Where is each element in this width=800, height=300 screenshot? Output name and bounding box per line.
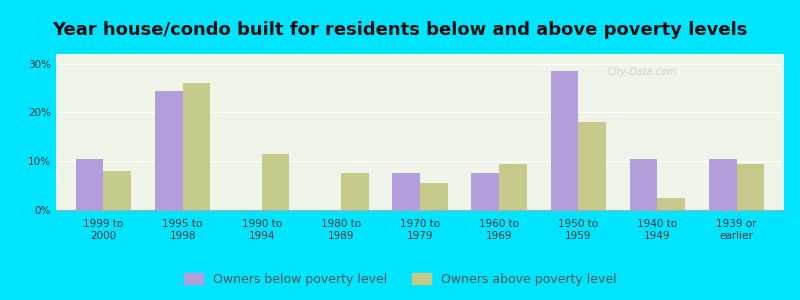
Bar	[630, 159, 658, 210]
Legend: Owners below poverty level, Owners above poverty level: Owners below poverty level, Owners above…	[179, 268, 621, 291]
Bar	[550, 71, 578, 210]
Bar	[420, 183, 448, 210]
Bar	[341, 173, 369, 210]
Bar	[262, 154, 290, 210]
Text: Year house/condo built for residents below and above poverty levels: Year house/condo built for residents bel…	[52, 21, 748, 39]
Bar	[737, 164, 764, 210]
Bar	[182, 83, 210, 210]
Bar	[392, 173, 420, 210]
Bar	[76, 159, 103, 210]
Bar	[578, 122, 606, 210]
Bar	[499, 164, 527, 210]
Bar	[103, 171, 131, 210]
Bar	[471, 173, 499, 210]
Text: City-Data.com: City-Data.com	[608, 67, 678, 77]
Bar	[658, 198, 685, 210]
Bar	[155, 91, 182, 210]
Bar	[709, 159, 737, 210]
